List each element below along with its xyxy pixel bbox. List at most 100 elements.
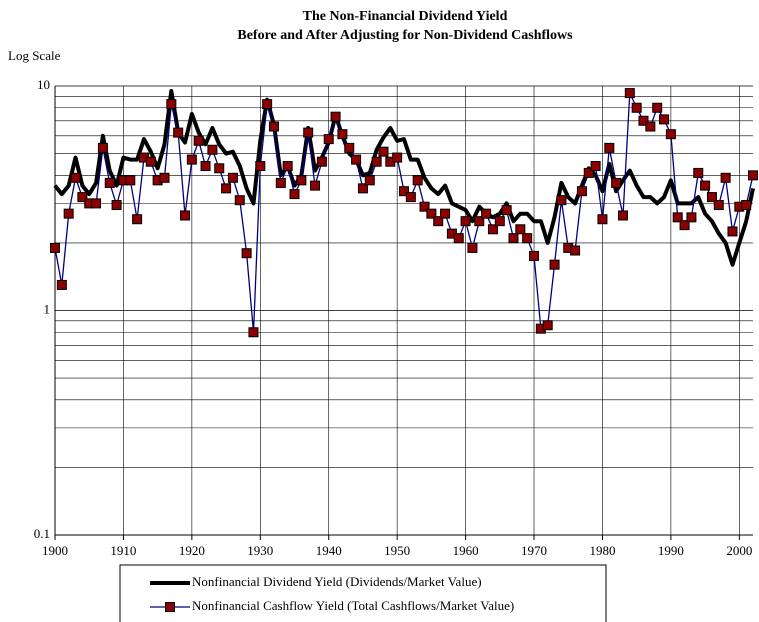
marker: [200, 161, 211, 172]
x-tick-label: 1910: [110, 543, 136, 558]
marker: [659, 114, 670, 125]
x-tick-label: 1940: [316, 543, 342, 558]
marker: [556, 195, 567, 206]
marker: [481, 208, 492, 219]
marker: [337, 129, 348, 140]
marker: [255, 161, 266, 172]
marker: [186, 154, 197, 165]
marker: [720, 172, 731, 183]
marker: [227, 172, 238, 183]
marker: [310, 180, 321, 191]
marker: [262, 99, 273, 110]
marker: [419, 201, 430, 212]
x-tick-label: 1990: [658, 543, 684, 558]
marker: [268, 121, 279, 132]
marker: [371, 156, 382, 167]
marker: [597, 214, 608, 225]
marker: [515, 224, 526, 235]
marker: [706, 192, 717, 203]
legend-marker: [165, 602, 175, 612]
legend-label: Nonfinancial Cashflow Yield (Total Cashf…: [192, 598, 514, 613]
marker: [125, 175, 136, 186]
marker: [617, 210, 628, 221]
marker: [351, 154, 362, 165]
marker: [63, 208, 74, 219]
chart-subtitle: Before and After Adjusting for Non-Divid…: [237, 28, 573, 43]
marker: [50, 242, 60, 253]
marker: [453, 233, 464, 244]
marker: [248, 327, 259, 338]
marker: [693, 167, 704, 178]
marker: [378, 146, 389, 157]
marker: [576, 186, 587, 197]
marker: [392, 152, 403, 163]
marker: [70, 172, 81, 183]
marker: [145, 156, 156, 167]
marker: [97, 142, 108, 153]
marker: [296, 175, 307, 186]
y-axis-label: Log Scale: [8, 48, 61, 63]
marker: [700, 180, 711, 191]
marker: [474, 216, 485, 227]
marker: [193, 135, 204, 146]
marker: [748, 170, 758, 181]
marker: [542, 320, 553, 331]
marker: [727, 226, 738, 237]
marker: [303, 127, 314, 138]
marker: [132, 214, 143, 225]
x-tick-label: 1970: [521, 543, 547, 558]
marker: [611, 177, 622, 188]
x-tick-label: 1960: [453, 543, 479, 558]
marker: [405, 192, 416, 203]
marker: [741, 200, 752, 211]
marker: [323, 134, 334, 145]
legend-box: [119, 564, 607, 622]
marker: [665, 129, 676, 140]
marker: [460, 216, 471, 227]
marker: [440, 208, 451, 219]
y-tick-label: 10: [37, 77, 50, 92]
marker: [207, 144, 218, 155]
marker: [282, 161, 293, 172]
marker: [221, 183, 232, 194]
marker: [77, 192, 88, 203]
x-tick-label: 1950: [384, 543, 410, 558]
marker: [234, 195, 245, 206]
marker: [180, 210, 191, 221]
marker: [426, 208, 437, 219]
marker: [241, 248, 252, 259]
marker: [522, 233, 533, 244]
marker: [583, 167, 594, 178]
series-line: [53, 89, 755, 267]
marker: [549, 259, 560, 270]
x-tick-label: 2000: [726, 543, 752, 558]
x-tick-label: 1920: [179, 543, 205, 558]
marker: [713, 200, 724, 211]
marker: [570, 245, 581, 256]
marker: [330, 111, 341, 122]
marker: [501, 205, 512, 216]
marker: [173, 127, 184, 138]
marker: [289, 189, 300, 200]
marker: [487, 224, 498, 235]
x-tick-label: 1930: [247, 543, 273, 558]
marker: [529, 250, 540, 261]
marker: [679, 220, 690, 231]
marker: [590, 161, 601, 172]
marker: [91, 198, 102, 209]
y-tick-label: 0.1: [34, 526, 50, 541]
marker: [638, 115, 649, 126]
marker: [645, 121, 656, 132]
marker: [111, 200, 122, 211]
marker: [686, 212, 697, 223]
marker: [433, 216, 444, 227]
marker: [166, 99, 177, 110]
y-tick-label: 1: [44, 301, 51, 316]
marker: [508, 233, 519, 244]
chart-title: The Non-Financial Dividend Yield: [303, 9, 508, 24]
x-tick-label: 1980: [589, 543, 615, 558]
x-tick-label: 1900: [42, 543, 68, 558]
marker: [399, 186, 409, 197]
marker: [652, 102, 663, 113]
